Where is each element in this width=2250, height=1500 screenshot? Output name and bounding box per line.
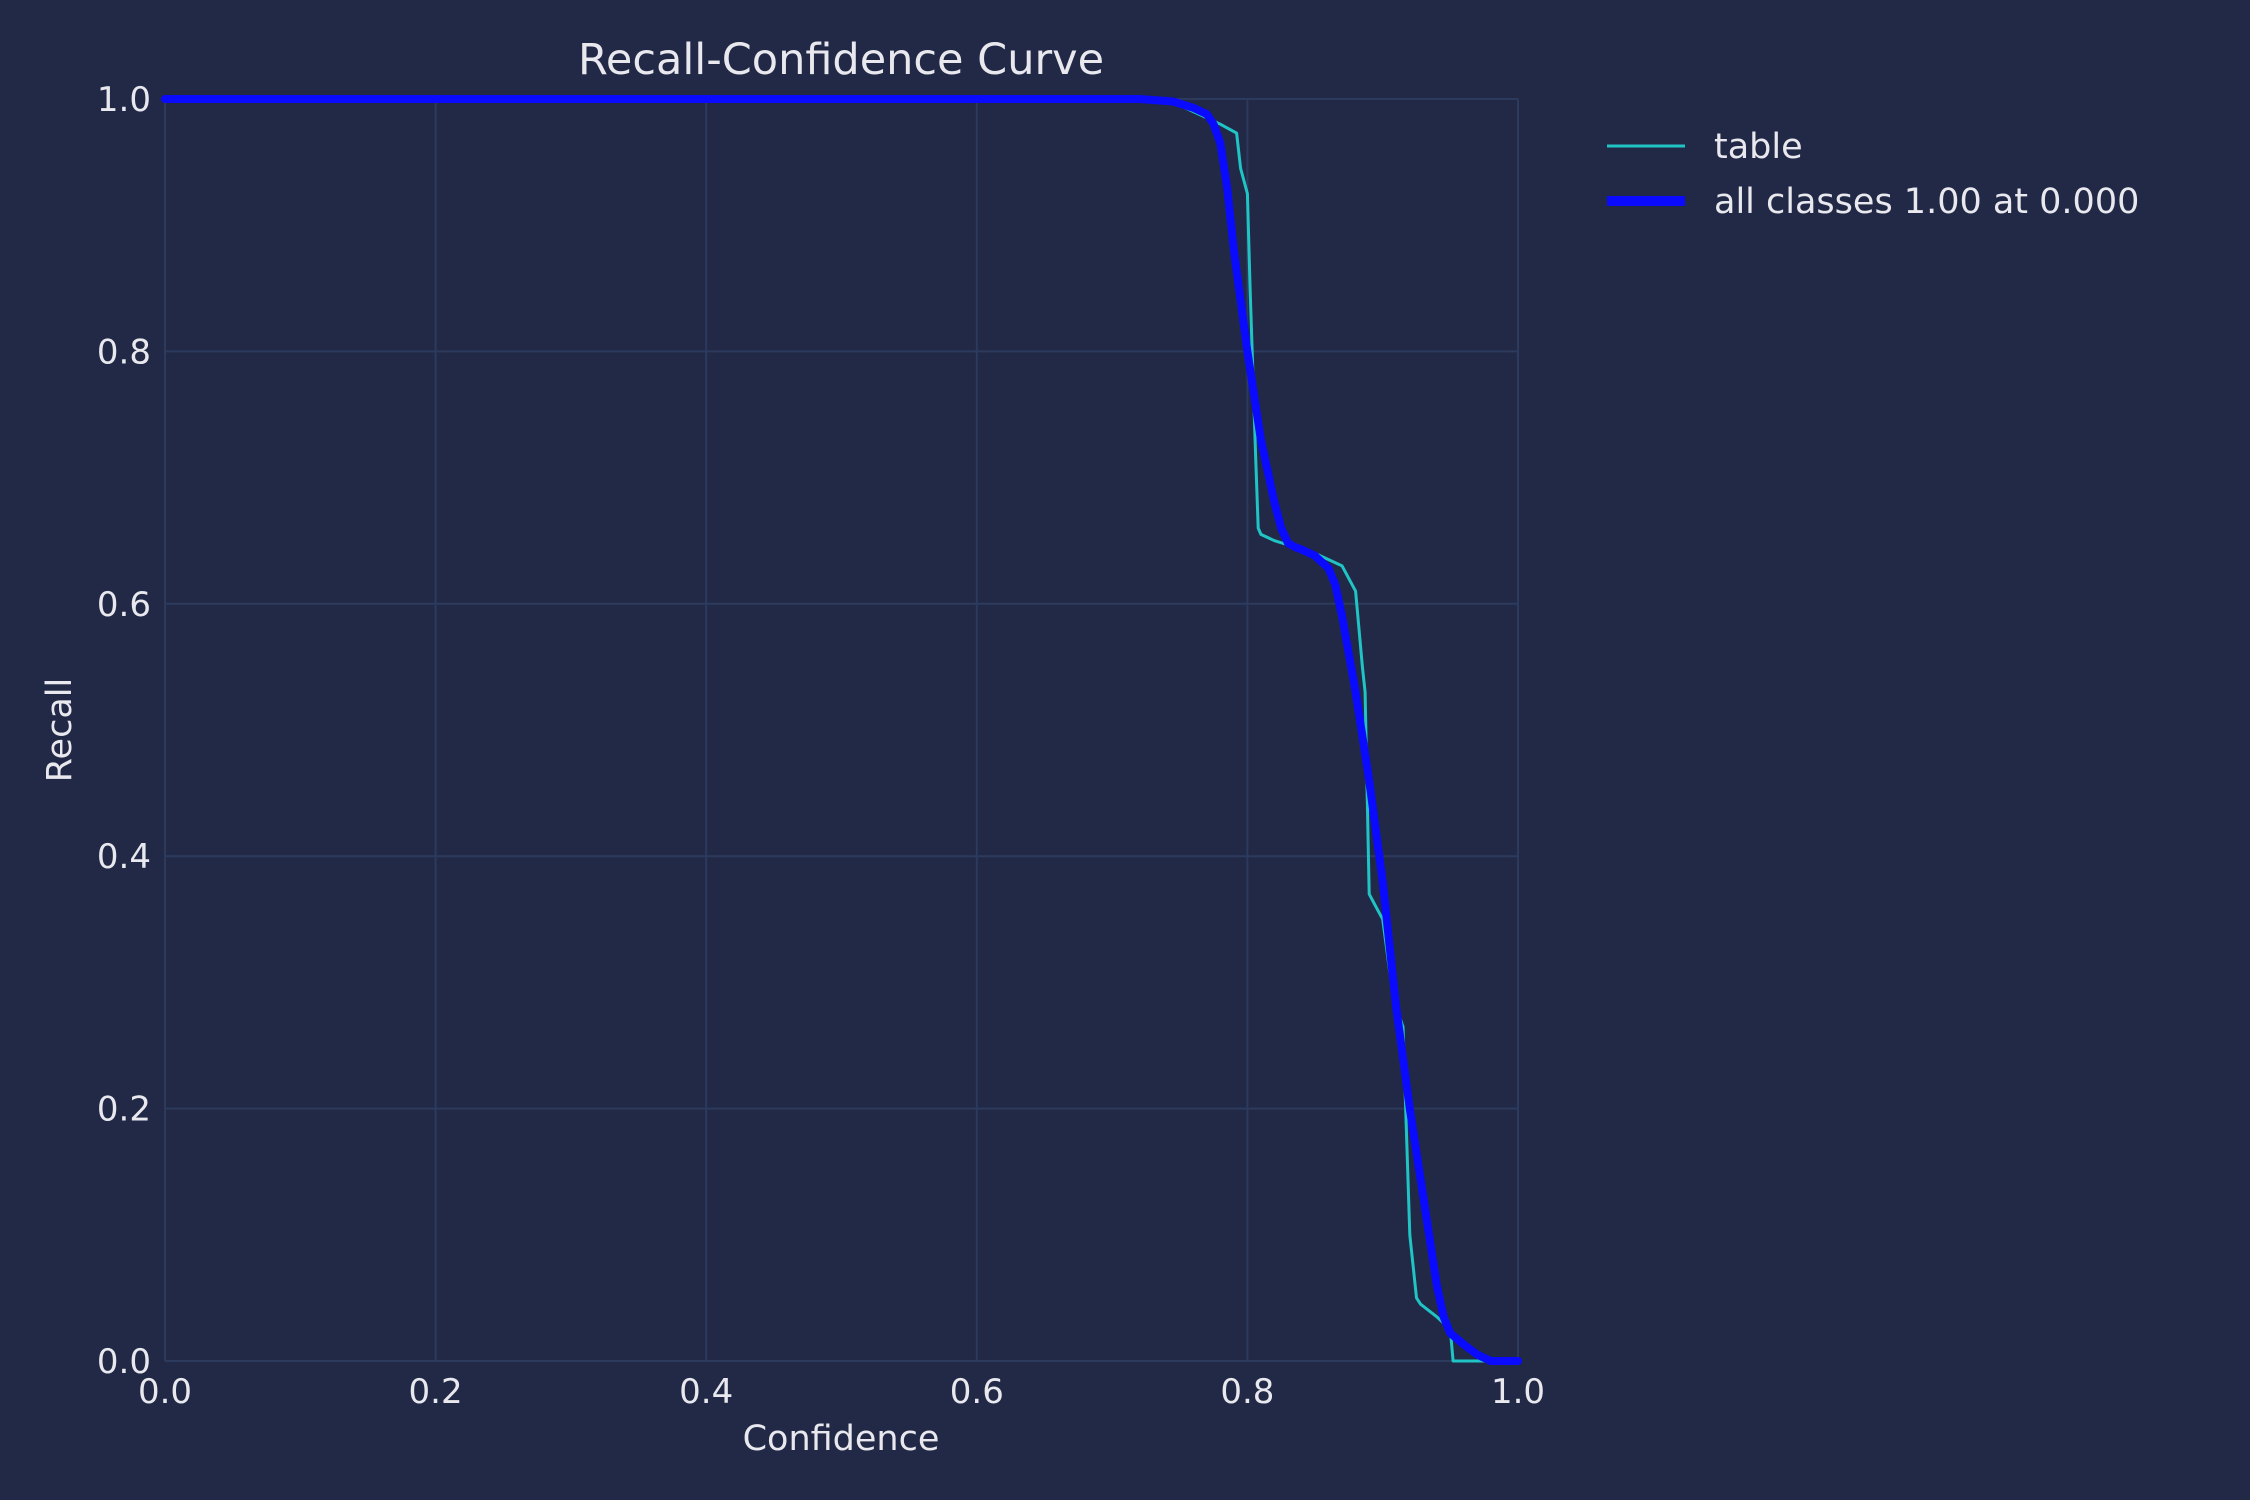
x-axis-label: Confidence [743,1419,940,1459]
x-tick-label: 1.0 [1491,1372,1545,1412]
chart-title: Recall-Confidence Curve [578,35,1104,85]
series-lines [161,95,1522,1365]
x-tick-label: 0.4 [679,1372,733,1412]
x-tick-label: 0.8 [1220,1372,1274,1412]
x-tick-labels: 0.0 0.2 0.4 0.6 0.8 1.0 [138,1372,1545,1412]
plot-area [165,99,1518,1361]
y-tick-label: 0.4 [97,837,151,877]
x-tick-label: 0.6 [950,1372,1004,1412]
x-tick-label: 0.0 [138,1372,192,1412]
y-tick-label: 0.0 [97,1342,151,1382]
series-line-1 [161,95,1522,1365]
y-tick-labels: 0.0 0.2 0.4 0.6 0.8 1.0 [97,80,151,1382]
y-axis-label: Recall [40,678,80,782]
legend: table all classes 1.00 at 0.000 [1607,127,2139,222]
series-line-0 [163,97,1520,1363]
y-tick-label: 0.2 [97,1090,151,1130]
x-tick-label: 0.2 [409,1372,463,1412]
y-tick-label: 1.0 [97,80,151,120]
legend-label-0: table [1714,127,1803,167]
y-tick-label: 0.8 [97,332,151,372]
legend-label-1: all classes 1.00 at 0.000 [1714,182,2139,222]
y-tick-label: 0.6 [97,585,151,625]
grid [164,98,1519,1362]
